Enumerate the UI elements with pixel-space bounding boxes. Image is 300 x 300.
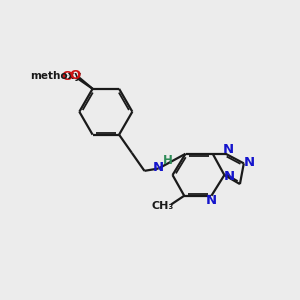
- Text: N: N: [223, 142, 234, 156]
- Text: O: O: [69, 69, 80, 82]
- Text: CH₃: CH₃: [152, 201, 174, 211]
- Text: O: O: [61, 70, 73, 83]
- Text: N: N: [224, 170, 235, 183]
- Text: H: H: [162, 154, 172, 167]
- Text: N: N: [206, 194, 217, 207]
- Text: methoxy: methoxy: [64, 75, 71, 76]
- Text: N: N: [153, 161, 164, 174]
- Text: methoxy: methoxy: [30, 71, 81, 81]
- Text: N: N: [244, 156, 255, 169]
